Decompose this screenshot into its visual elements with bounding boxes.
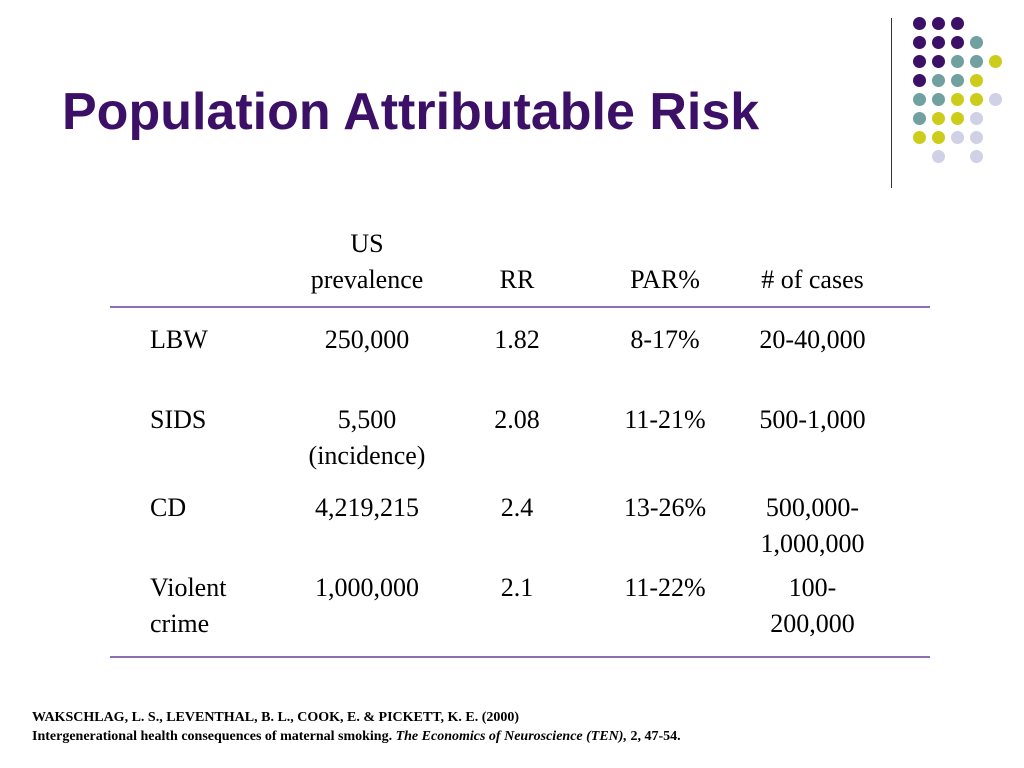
header-us-prevalence: US prevalence <box>310 229 424 294</box>
decorative-dot <box>951 74 964 87</box>
cell-rr: 2.1 <box>500 573 534 602</box>
cell-par-percent: 13-26% <box>623 493 707 522</box>
row-label: SIDS <box>150 405 207 434</box>
decorative-dot <box>932 150 945 163</box>
cell-par-percent: 8-17% <box>630 325 700 354</box>
cell-par-percent: 11-22% <box>624 573 706 602</box>
cell-us-prevalence: 250,000 <box>324 325 410 354</box>
decorative-dot <box>932 55 945 68</box>
decorative-dot <box>951 131 964 144</box>
cell-us-prevalence: 5,500 (incidence) <box>308 405 426 470</box>
decorative-dot <box>932 36 945 49</box>
decorative-dot <box>970 93 983 106</box>
decorative-dot <box>989 93 1002 106</box>
cell-rr: 2.4 <box>500 493 534 522</box>
decorative-dot <box>951 112 964 125</box>
citation-authors: WAKSCHLAG, L. S., LEVENTHAL, B. L., COOK… <box>32 710 520 725</box>
decorative-dot <box>970 131 983 144</box>
decorative-dot <box>932 112 945 125</box>
table-header-rule <box>110 306 930 308</box>
par-table: US prevalence RR PAR% # of cases LBW 250… <box>110 220 930 658</box>
cell-number-of-cases: 500-1,000 <box>759 405 866 434</box>
cell-par-percent: 11-21% <box>624 405 706 434</box>
row-label: LBW <box>150 325 208 354</box>
citation-journal: The Economics of Neuroscience (TEN), <box>395 729 627 744</box>
citation-reference-line: Intergenerational health consequences of… <box>32 727 681 746</box>
decorative-vertical-rule <box>891 18 892 188</box>
cell-us-prevalence: 1,000,000 <box>315 573 419 602</box>
row-label: CD <box>150 493 187 522</box>
decorative-dot <box>932 17 945 30</box>
decorative-dot <box>913 36 926 49</box>
header-par-percent: PAR% <box>630 265 700 294</box>
decorative-dot <box>932 131 945 144</box>
cell-number-of-cases: 20-40,000 <box>759 325 866 354</box>
decorative-dot <box>913 93 926 106</box>
decorative-dot <box>913 112 926 125</box>
decorative-dot <box>951 36 964 49</box>
decorative-dot <box>932 93 945 106</box>
cell-number-of-cases: 100- 200,000 <box>770 573 855 638</box>
decorative-dot <box>951 93 964 106</box>
decorative-dot <box>970 112 983 125</box>
decorative-dot <box>970 55 983 68</box>
decorative-dot <box>913 131 926 144</box>
decorative-dot <box>932 74 945 87</box>
slide-title: Population Attributable Risk <box>62 83 760 141</box>
decorative-dot <box>913 74 926 87</box>
decorative-dot <box>913 17 926 30</box>
citation-title: Intergenerational health consequences of… <box>32 729 396 744</box>
decorative-dot <box>951 17 964 30</box>
decorative-dot <box>951 55 964 68</box>
decorative-dot <box>970 150 983 163</box>
decorative-dot <box>970 74 983 87</box>
decorative-dot <box>989 55 1002 68</box>
header-number-of-cases: # of cases <box>761 265 864 294</box>
table-bottom-rule <box>110 656 930 658</box>
decorative-dot <box>970 36 983 49</box>
citation: WAKSCHLAG, L. S., LEVENTHAL, B. L., COOK… <box>32 708 681 746</box>
table-header-row: US prevalence RR PAR% # of cases <box>110 220 930 294</box>
cell-rr: 1.82 <box>494 325 540 354</box>
header-rr: RR <box>499 265 535 294</box>
decorative-dot <box>913 55 926 68</box>
row-label: Violent crime <box>150 573 227 638</box>
citation-details: 2, 47-54. <box>626 729 681 744</box>
cell-number-of-cases: 500,000- 1,000,000 <box>760 493 865 558</box>
cell-us-prevalence: 4,219,215 <box>315 493 419 522</box>
cell-rr: 2.08 <box>494 405 540 434</box>
